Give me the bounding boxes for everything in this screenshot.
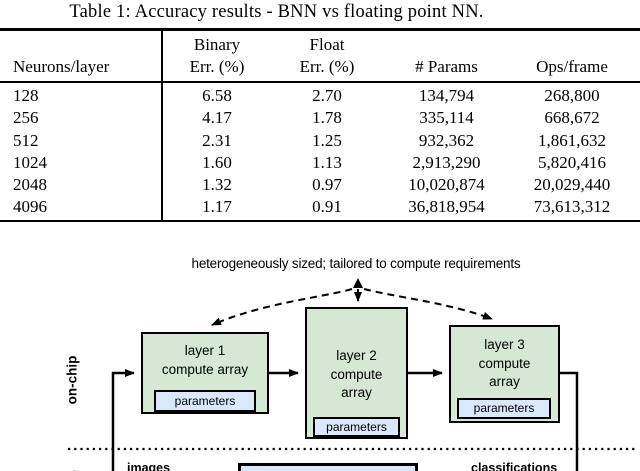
table-caption: Table 1: Accuracy results - BNN vs float… (69, 2, 484, 22)
layer3-parameters-box: parameters (457, 398, 551, 419)
table-bottom-rule (0, 219, 640, 222)
table-row: 1024 1.60 1.13 2,913,290 5,820,416 (13, 152, 606, 172)
layer3-name: layer 3 (484, 337, 525, 352)
table-row: 4096 1.17 0.91 36,818,954 73,613,312 (13, 197, 611, 217)
layer1-desc: compute array (161, 361, 249, 377)
up-arrowhead-icon (353, 278, 363, 288)
table-row: 512 2.31 1.25 932,362 1,861,632 (13, 130, 606, 150)
col-header-float: Float (309, 35, 345, 54)
images-label: images (127, 461, 171, 471)
on-chip-label: on-chip (64, 355, 80, 405)
layer2-parameters-box: parameters (313, 417, 400, 437)
table-header-line1: Binary Float (0, 35, 640, 55)
table-row: 2048 1.32 0.97 10,020,874 20,029,440 (13, 175, 611, 195)
diagram-annotation: heterogeneously sized; tailored to compu… (191, 256, 521, 271)
off-chip-memory-box (238, 463, 418, 471)
col-header-float-err: Err. (%) (299, 57, 355, 76)
layer2-name: layer 2 (336, 348, 377, 363)
table-top-rule (0, 28, 640, 31)
table-column-divider (161, 31, 163, 220)
table-row: 128 6.58 2.70 134,794 268,800 (13, 86, 600, 105)
col-header-params: # Params (415, 57, 478, 76)
table-row: 256 4.17 1.78 335,114 668,672 (13, 108, 600, 128)
col-header-binary: Binary (193, 35, 241, 54)
table-body: 128 6.58 2.70 134,794 268,800 256 4.17 1… (0, 85, 640, 219)
layer1-parameters-box: parameters (154, 390, 256, 412)
classifications-label: classifications (471, 461, 558, 471)
table-header-line2: Neurons/layer Err. (%) Err. (%) # Params… (0, 57, 640, 77)
table-header-rule (0, 80, 640, 84)
layer2-desc: compute array (330, 366, 383, 401)
col-header-neurons: Neurons/layer (13, 57, 110, 76)
col-header-binary-err: Err. (%) (189, 57, 245, 76)
layer1-name: layer 1 (184, 343, 226, 358)
layer3-desc: compute array (478, 355, 531, 390)
col-header-ops: Ops/frame (536, 57, 608, 76)
